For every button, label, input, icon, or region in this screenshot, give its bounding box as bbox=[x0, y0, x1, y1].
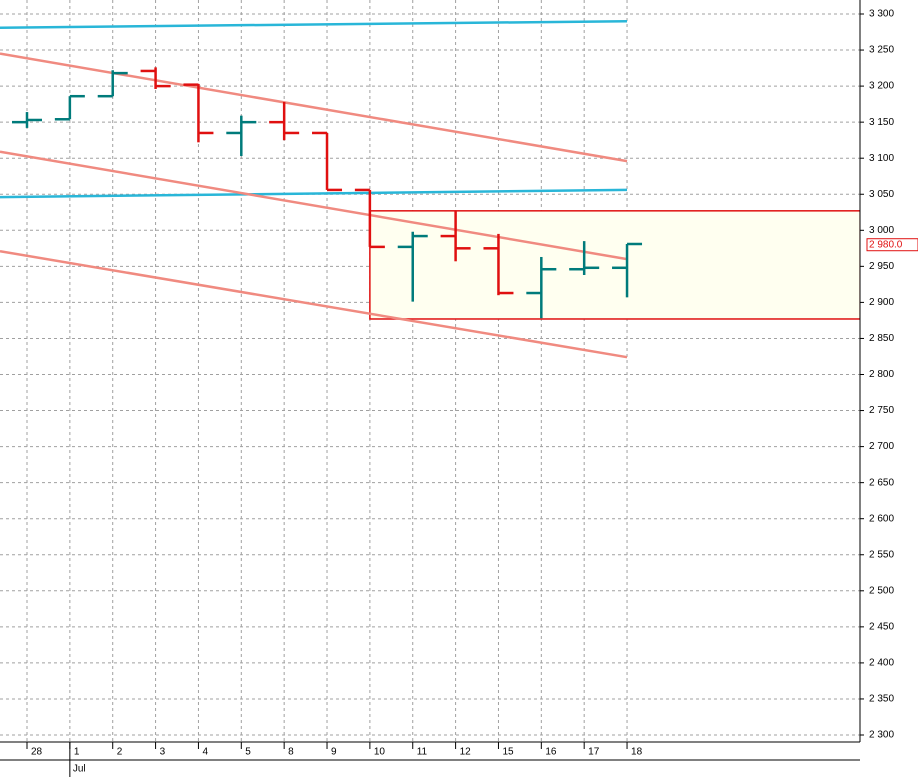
y-tick-label: 2 600 bbox=[869, 513, 894, 524]
y-tick-label: 3 150 bbox=[869, 117, 894, 128]
y-tick-label: 3 300 bbox=[869, 9, 894, 20]
x-tick-label: 15 bbox=[502, 747, 514, 758]
x-tick-label: 1 bbox=[74, 747, 80, 758]
x-tick-label: 18 bbox=[631, 747, 643, 758]
last-price-box bbox=[866, 238, 918, 252]
x-tick-label: 16 bbox=[545, 747, 557, 758]
y-tick-label: 2 450 bbox=[869, 621, 894, 632]
trend-line bbox=[0, 188, 628, 199]
month-label: Jul bbox=[73, 764, 86, 775]
x-tick-label: 9 bbox=[331, 747, 337, 758]
y-tick-label: 2 850 bbox=[869, 333, 894, 344]
trend-line bbox=[0, 52, 628, 163]
x-tick-label: 4 bbox=[202, 747, 208, 758]
y-tick-label: 3 000 bbox=[869, 225, 894, 236]
x-tick-label: 8 bbox=[288, 747, 294, 758]
x-tick-label: 28 bbox=[31, 747, 43, 758]
y-tick-label: 3 100 bbox=[869, 153, 894, 164]
y-tick-label: 2 400 bbox=[869, 658, 894, 669]
x-tick-label: 5 bbox=[245, 747, 251, 758]
x-tick-label: 3 bbox=[160, 747, 166, 758]
y-tick-label: 2 650 bbox=[869, 477, 894, 488]
y-tick-label: 2 700 bbox=[869, 441, 894, 452]
y-tick-label: 2 500 bbox=[869, 585, 894, 596]
y-tick-label: 3 200 bbox=[869, 81, 894, 92]
trend-line bbox=[0, 249, 628, 359]
y-tick-label: 2 350 bbox=[869, 694, 894, 705]
y-tick-label: 2 550 bbox=[869, 549, 894, 560]
x-tick-label: 17 bbox=[588, 747, 600, 758]
y-tick-label: 3 250 bbox=[869, 45, 894, 56]
plot-area bbox=[0, 0, 860, 742]
x-tick-label: 12 bbox=[460, 747, 472, 758]
trend-line bbox=[0, 150, 628, 261]
y-tick-label: 2 750 bbox=[869, 405, 894, 416]
x-tick-label: 2 bbox=[117, 747, 123, 758]
last-price-label: 2 980.0 bbox=[869, 239, 903, 250]
y-tick-label: 3 050 bbox=[869, 189, 894, 200]
y-tick-label: 2 900 bbox=[869, 297, 894, 308]
y-tick-label: 2 300 bbox=[869, 730, 894, 741]
x-tick-label: 10 bbox=[374, 747, 386, 758]
x-tick-label: 11 bbox=[417, 747, 428, 758]
trend-line bbox=[0, 19, 628, 29]
y-tick-label: 2 950 bbox=[869, 261, 894, 272]
y-tick-label: 2 800 bbox=[869, 369, 894, 380]
